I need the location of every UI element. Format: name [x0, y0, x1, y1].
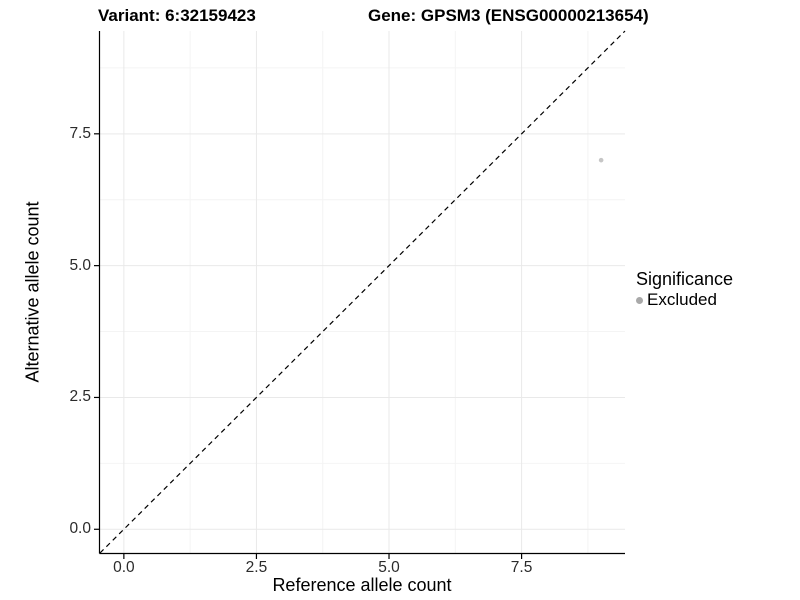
plot-title-gene: Gene: GPSM3 (ENSG00000213654): [368, 6, 649, 25]
x-tick-label: 7.5: [510, 559, 533, 576]
legend-marker-dot-icon: [636, 296, 643, 304]
x-tick-label: 0.0: [113, 559, 135, 576]
x-tick-label: 5.0: [378, 559, 400, 576]
plot-panel: [100, 31, 625, 553]
y-tick-label: 2.5: [69, 388, 91, 406]
legend-title: Significance: [636, 269, 734, 289]
y-tick-label: 5.0: [69, 256, 91, 274]
x-axis-title: Reference allele count: [272, 575, 452, 595]
legend-item-label: Excluded: [647, 290, 717, 309]
data-point: [598, 157, 604, 163]
identity-dashed-line: [99, 30, 626, 554]
y-axis-title: Alternative allele count: [22, 201, 43, 383]
x-tick-label: 2.5: [245, 559, 268, 576]
y-tick-label: 7.5: [69, 124, 91, 142]
plot-title-variant: Variant: 6:32159423: [98, 6, 256, 25]
legend: Significance Excluded: [636, 269, 733, 310]
y-tick-label: 0.0: [69, 520, 91, 538]
legend-item-excluded: Excluded: [636, 290, 733, 310]
